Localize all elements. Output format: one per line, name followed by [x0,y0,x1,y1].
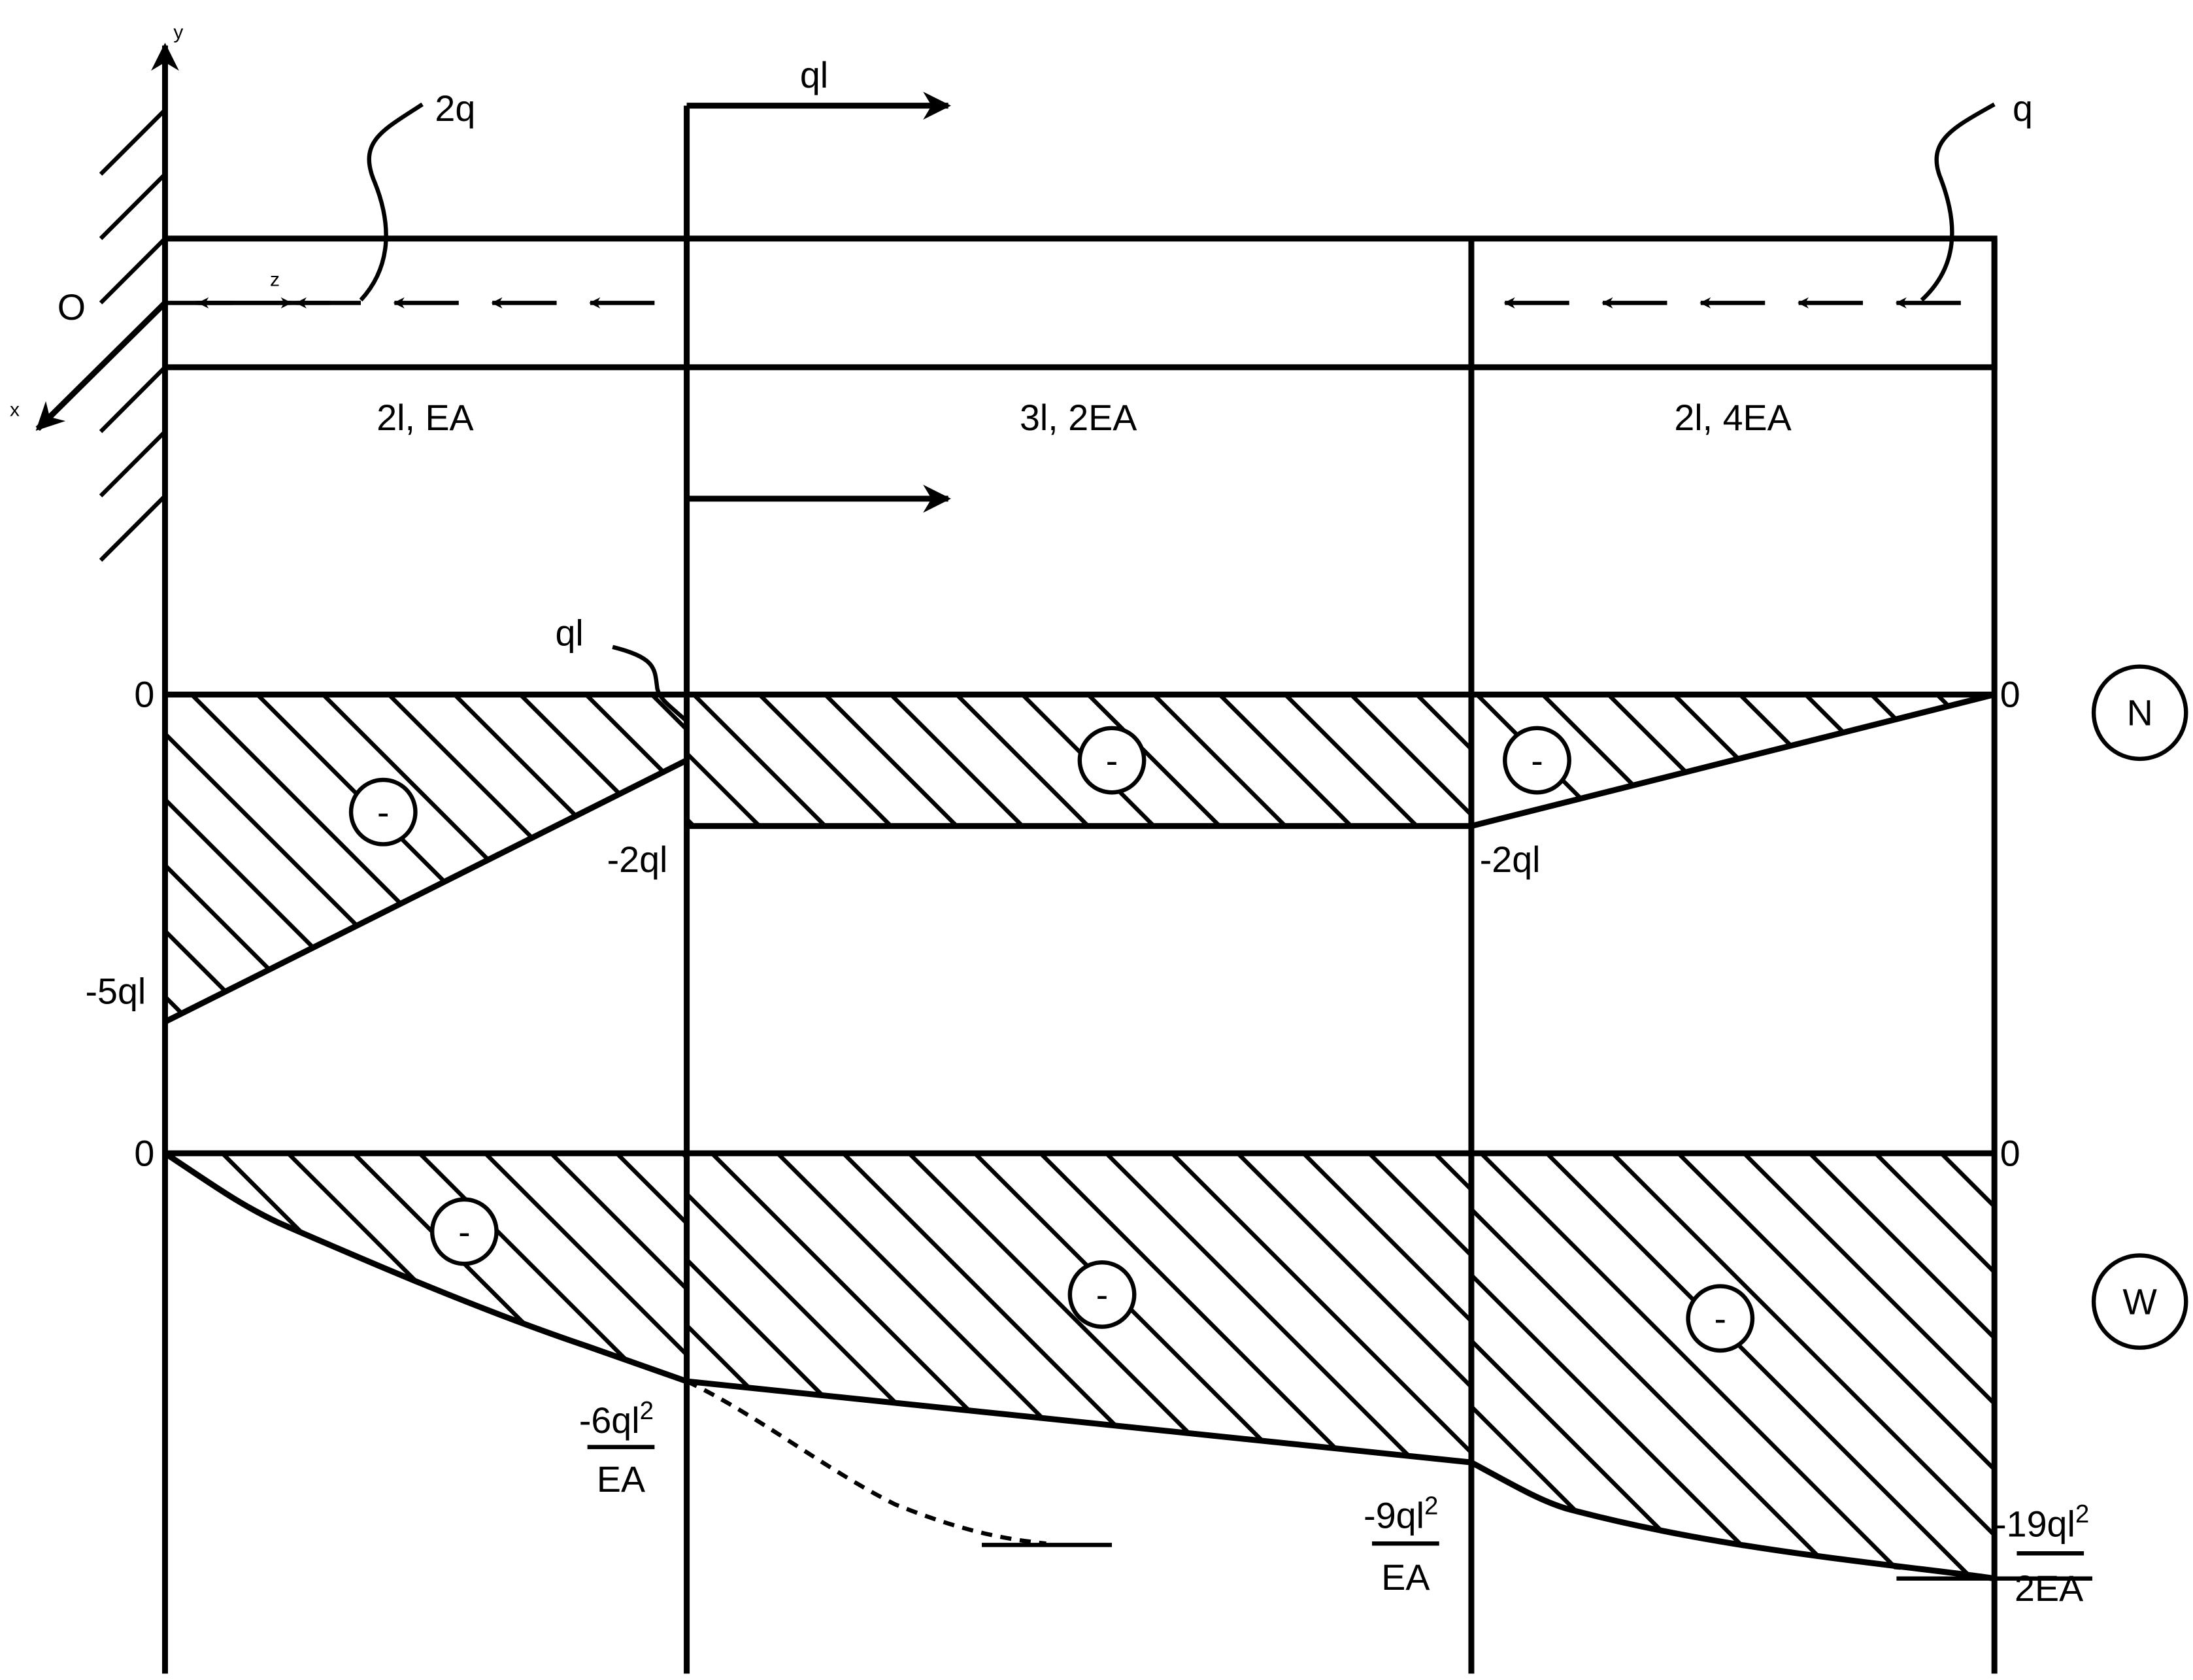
svg-text:-: - [1106,740,1118,781]
distributed-load-q: q [1503,88,2033,309]
w-sign-2: - [1067,1260,1137,1329]
w-label-a: -6ql2 EA [579,1397,655,1500]
svg-text:-9ql2: -9ql2 [1364,1492,1438,1536]
leader-q [1920,102,1996,302]
w-hatch-3 [1471,1153,1995,1579]
n-sign-2: - [1077,726,1147,795]
n-zero-right: 0 [2000,675,2020,715]
svg-text:-: - [1096,1275,1109,1315]
w-diagram: 0 0 -6ql2 EA -9ql2 EA -19ql2 2EA - - - [134,1134,2188,1609]
svg-text:N: N [2127,693,2153,733]
svg-text:-: - [1531,740,1543,781]
x-axis-label: x [10,399,20,421]
origin-label: O [58,287,86,328]
n-diagram: ql 0 0 -5ql -2ql -2ql - - - N [86,613,2188,1025]
w-curve-1 [163,1151,688,1385]
n-hatch-3 [1471,694,1995,826]
svg-text:-: - [458,1211,471,1252]
w-hatch-1 [165,1153,687,1382]
point-force-ql: ql [686,55,951,513]
svg-text:EA: EA [597,1459,645,1500]
svg-text:-19ql2: -19ql2 [1994,1500,2089,1544]
segment-label-2: 3l, 2EA [1020,397,1137,438]
svg-text:EA: EA [1381,1557,1430,1598]
label-point-force: ql [800,55,828,95]
distributed-load-2q: 2q [195,88,655,309]
label-q: q [2013,88,2033,129]
w-hatch-2 [686,1153,1471,1463]
w-sign-3: - [1686,1284,1755,1353]
w-line-2 [686,1378,1472,1466]
coordinate-axes: y x O z [10,22,292,431]
w-curve-3 [1469,1460,1995,1582]
label-2q: 2q [435,88,475,129]
w-sign-1: - [429,1197,499,1266]
svg-text:-: - [377,792,390,832]
svg-text:2EA: 2EA [2015,1568,2083,1609]
svg-text:W: W [2122,1281,2157,1322]
leader-2q [359,102,424,302]
n-label-minus-5ql: -5ql [86,971,146,1011]
beam-rod [161,105,1998,1674]
w-label-b: -9ql2 EA [1364,1492,1439,1598]
svg-text:-: - [1715,1298,1727,1339]
leader-ql-n [612,645,688,723]
w-diagram-tag: W [2091,1253,2188,1350]
y-axis-label: y [173,22,183,43]
w-tangent-dashed [686,1379,1046,1546]
z-axis-label: z [270,269,280,291]
segment-label-1: 2l, EA [377,397,473,438]
n-hatch-2 [686,694,1471,826]
svg-text:-6ql2: -6ql2 [579,1397,654,1441]
n-label-minus-2ql-right: -2ql [1480,839,1541,880]
n-diagram-tag: N [2091,664,2188,762]
w-zero-right: 0 [2000,1134,2020,1174]
x-axis-arrow [35,301,167,431]
n-zero-left: 0 [134,675,154,715]
label-ql-n: ql [555,613,583,654]
n-sign-3: - [1503,726,1571,795]
n-label-minus-2ql-left: -2ql [607,839,668,880]
w-label-c: -19ql2 2EA [1994,1500,2089,1609]
w-zero-left: 0 [134,1134,154,1174]
segment-label-3: 2l, 4EA [1674,397,1791,438]
n-sign-1: - [348,777,418,847]
n-hatch-1 [165,694,687,1022]
